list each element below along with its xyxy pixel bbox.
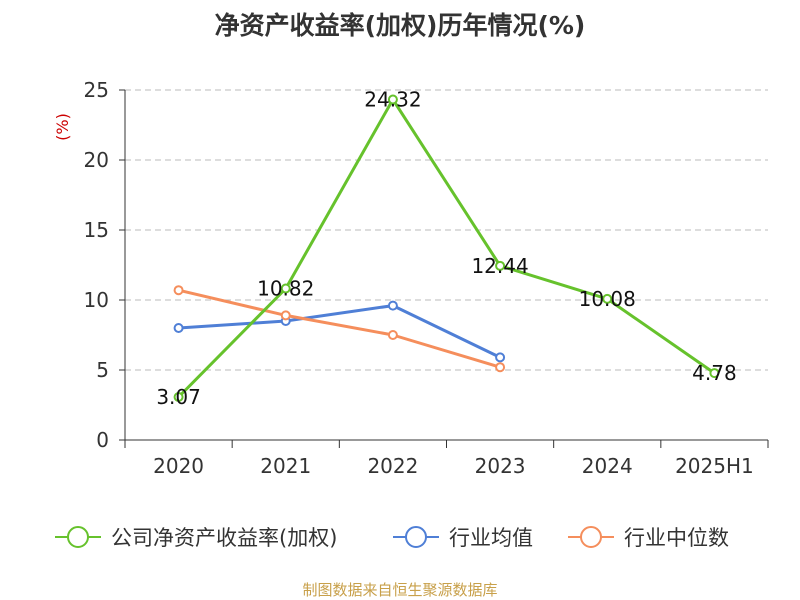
- series-line: [178, 288, 501, 369]
- data-point: [495, 260, 506, 271]
- data-point: [495, 352, 506, 363]
- y-tick-label: 10: [84, 288, 109, 312]
- legend-label: 公司净资产收益率(加权): [111, 526, 337, 550]
- legend-marker: [67, 526, 89, 548]
- series-line: [177, 98, 716, 399]
- x-tick-label: 2020: [153, 454, 204, 478]
- data-point: [280, 283, 291, 294]
- data-label: 3.07: [156, 385, 201, 409]
- y-tick-label: 5: [96, 358, 109, 382]
- data-point: [495, 362, 506, 373]
- x-tick-label: 2025H1: [675, 454, 754, 478]
- x-tick-label: 2022: [367, 454, 418, 478]
- legend-marker: [580, 526, 602, 548]
- data-label: 10.08: [579, 287, 636, 311]
- y-tick-label: 25: [84, 78, 109, 102]
- data-point: [387, 94, 398, 105]
- data-point: [280, 310, 291, 321]
- data-point: [173, 285, 184, 296]
- x-tick-label: 2024: [582, 454, 633, 478]
- data-label: 4.78: [692, 361, 737, 385]
- y-axis-unit-label: (%): [53, 113, 72, 141]
- chart-title: 净资产收益率(加权)历年情况(%): [214, 11, 586, 40]
- data-point: [602, 293, 613, 304]
- legend-label: 行业中位数: [624, 526, 729, 550]
- data-point: [387, 300, 398, 311]
- data-label: 10.82: [257, 277, 314, 301]
- series-line: [178, 304, 501, 359]
- data-point: [173, 323, 184, 333]
- legend-marker: [405, 526, 427, 548]
- y-tick-label: 15: [84, 218, 109, 242]
- legend-label: 行业均值: [449, 526, 533, 550]
- x-tick-label: 2021: [260, 454, 311, 478]
- y-tick-label: 0: [96, 428, 109, 452]
- data-label: 24.32: [364, 88, 421, 112]
- y-tick-label: 20: [84, 148, 109, 172]
- data-label: 12.44: [471, 254, 528, 278]
- data-point: [173, 392, 184, 403]
- source-note: 制图数据来自恒生聚源数据库: [302, 581, 498, 599]
- data-point: [387, 330, 398, 340]
- data-point: [709, 368, 720, 379]
- x-tick-label: 2023: [475, 454, 526, 478]
